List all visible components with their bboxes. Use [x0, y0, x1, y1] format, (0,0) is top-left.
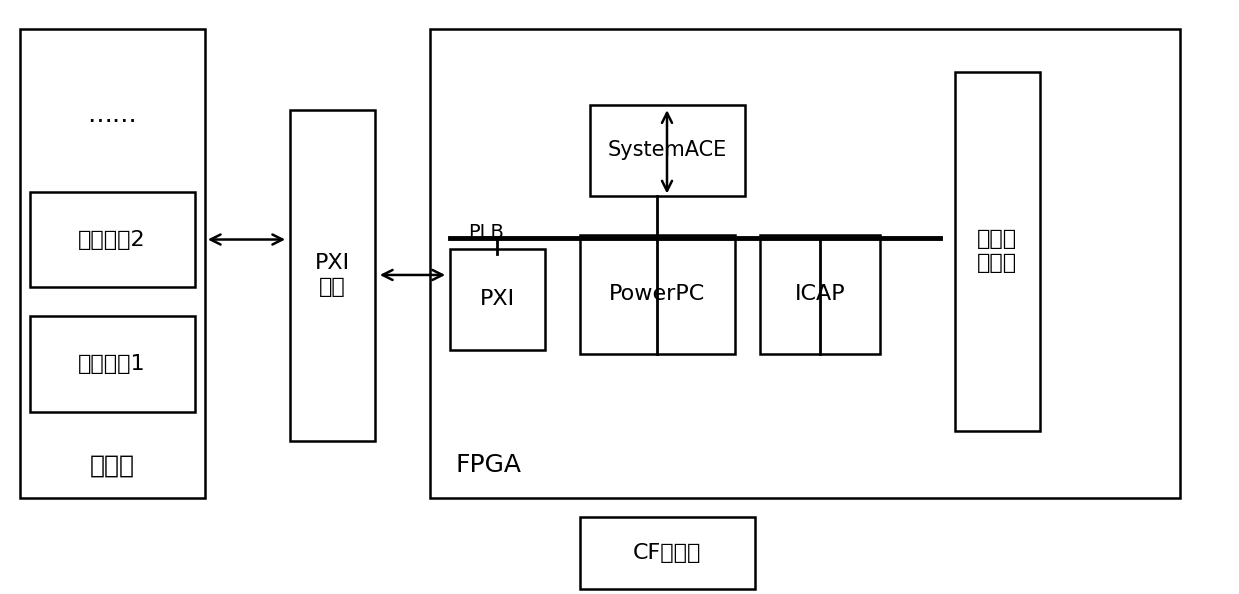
Text: 配置状态1: 配置状态1	[78, 354, 146, 374]
Bar	[955, 72, 1040, 431]
Bar	[20, 29, 204, 498]
Text: CF存储卡: CF存储卡	[633, 543, 701, 563]
Bar	[760, 235, 880, 355]
Bar	[580, 235, 735, 355]
Text: PXI
接口: PXI 接口	[315, 252, 349, 298]
Text: PowerPC: PowerPC	[608, 284, 705, 304]
Text: PLB: PLB	[468, 223, 504, 242]
Text: ……: ……	[87, 103, 136, 127]
Text: ICAP: ICAP	[794, 284, 845, 304]
Bar	[290, 110, 375, 441]
Text: 局部可
重构区: 局部可 重构区	[976, 229, 1017, 273]
Text: PXI: PXI	[479, 289, 514, 309]
Bar	[450, 249, 545, 350]
Bar	[430, 29, 1180, 498]
Text: SystemACE: SystemACE	[607, 140, 726, 160]
Bar	[30, 316, 195, 412]
Text: 上位机: 上位机	[89, 453, 135, 477]
Text: 配置状态2: 配置状态2	[78, 229, 146, 249]
Bar	[30, 192, 195, 287]
Bar	[580, 517, 755, 589]
Bar	[590, 105, 745, 197]
Text: FPGA: FPGA	[455, 453, 522, 477]
